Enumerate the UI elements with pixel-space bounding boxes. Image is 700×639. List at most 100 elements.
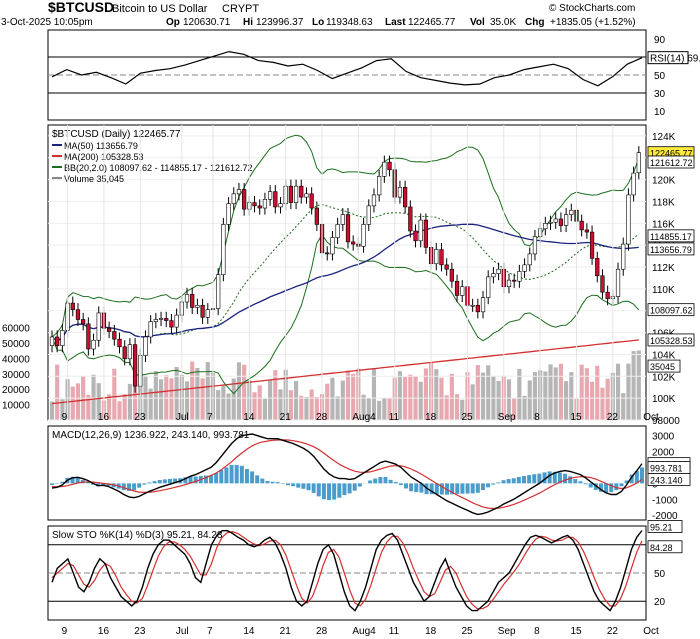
macd-histogram-bar xyxy=(316,483,321,497)
candle-body xyxy=(506,279,512,288)
candle-body xyxy=(366,205,371,225)
candle-body xyxy=(143,336,148,356)
price-panel: 600005000040000300002000010000124K122K12… xyxy=(2,124,695,427)
candle-body xyxy=(460,286,465,296)
volume-bar xyxy=(117,401,122,420)
volume-bar xyxy=(371,369,377,420)
bottom-x-tick-label: 28 xyxy=(316,626,328,637)
candle-body xyxy=(293,185,299,203)
candle-body xyxy=(408,206,413,232)
price-y-tick: 120K xyxy=(652,176,676,187)
macd-histogram-bar xyxy=(532,474,537,484)
price-y-tick: 104K xyxy=(652,350,676,361)
candle-body xyxy=(382,161,387,177)
macd-histogram-bar xyxy=(547,471,552,484)
candle-body xyxy=(345,214,351,243)
macd-y-tick: -2000 xyxy=(652,511,678,522)
volume-bar xyxy=(127,383,132,420)
volume-bar xyxy=(558,363,563,420)
macd-value-label: 243.140 xyxy=(650,475,683,485)
macd-histogram-bar xyxy=(455,483,460,494)
macd-histogram-bar xyxy=(255,475,260,484)
macd-histogram-bar xyxy=(598,483,603,492)
candle-body xyxy=(200,304,205,318)
macd-histogram-bar xyxy=(106,483,111,486)
volume-bar xyxy=(49,401,55,420)
volume-bar xyxy=(153,371,158,420)
volume-y-tick: 60000 xyxy=(2,324,30,335)
x-tick-label: 9 xyxy=(62,412,68,423)
x-tick-label: 22 xyxy=(607,412,619,423)
macd-histogram-bar xyxy=(516,476,521,484)
candle-body xyxy=(60,330,65,347)
candle-body xyxy=(626,194,631,245)
candle-body xyxy=(413,230,418,242)
price-title: $BTCUSD (Daily) 122465.77 xyxy=(52,129,181,140)
candle-body xyxy=(371,194,377,207)
volume-bar xyxy=(335,396,340,420)
macd-histogram-bar xyxy=(342,483,347,495)
volume-bar xyxy=(615,363,621,420)
candle-body xyxy=(558,218,564,226)
rsi-line xyxy=(51,50,643,87)
candle-body xyxy=(299,185,304,198)
candle-body xyxy=(579,220,584,231)
price-label-box xyxy=(647,333,695,347)
macd-histogram-bar xyxy=(588,483,593,488)
x-tick-label: 16 xyxy=(98,412,110,423)
volume-bar xyxy=(408,374,413,420)
macd-histogram-bar xyxy=(522,476,526,484)
bottom-x-tick-label: 22 xyxy=(607,626,619,637)
macd-histogram-bar xyxy=(347,483,352,494)
x-tick-label: 25 xyxy=(461,412,473,423)
candle-body xyxy=(403,186,408,208)
macd-histogram-bar xyxy=(193,476,198,484)
macd-histogram-bar xyxy=(183,477,188,484)
macd-histogram-bar xyxy=(604,483,609,493)
volume-bar xyxy=(340,380,345,420)
candle-body xyxy=(595,257,600,277)
candle-body xyxy=(475,304,480,313)
x-tick-label: 28 xyxy=(316,412,328,423)
sto-value-label: 84.28 xyxy=(650,543,673,553)
x-tick-label: Aug4 xyxy=(352,412,376,423)
candle-body xyxy=(470,304,475,307)
vol-value: 35.0K xyxy=(490,17,516,28)
volume-bar xyxy=(75,383,81,420)
bottom-x-tick-label: Sep xyxy=(498,626,516,637)
volume-bar xyxy=(506,379,512,420)
candle-body xyxy=(325,252,330,255)
macd-histogram-bar xyxy=(527,475,532,484)
volume-bar xyxy=(195,368,200,420)
volume-bar xyxy=(288,390,293,420)
candle-body xyxy=(439,249,444,266)
volume-bar xyxy=(158,379,164,420)
volume-bar xyxy=(553,367,558,420)
price-label: 108097.62 xyxy=(650,306,693,316)
candle-body xyxy=(49,336,55,347)
macd-histogram-bar xyxy=(50,483,54,485)
volume-bar xyxy=(543,371,548,420)
volume-bar xyxy=(205,362,210,420)
candle-body xyxy=(418,219,423,242)
macd-histogram-bar xyxy=(168,478,172,484)
macd-histogram-bar xyxy=(142,483,147,485)
macd-line xyxy=(51,433,643,516)
macd-histogram-bar xyxy=(301,483,306,489)
volume-bar xyxy=(330,377,335,420)
price-label: 122465.77 xyxy=(650,149,693,159)
macd-histogram-bar xyxy=(132,483,137,491)
macd-histogram-bar xyxy=(640,467,644,484)
macd-histogram-bar xyxy=(219,469,224,484)
bb-lower-line xyxy=(51,233,640,395)
candle-body xyxy=(434,249,439,265)
candle-body xyxy=(70,302,75,310)
candle-body xyxy=(454,280,460,296)
volume-bar xyxy=(589,381,595,420)
macd-signal-line xyxy=(51,439,643,510)
macd-histogram-bar xyxy=(214,473,219,484)
candle-body xyxy=(309,193,314,209)
candle-body xyxy=(496,268,501,274)
volume-y-tick: 50000 xyxy=(2,339,30,350)
